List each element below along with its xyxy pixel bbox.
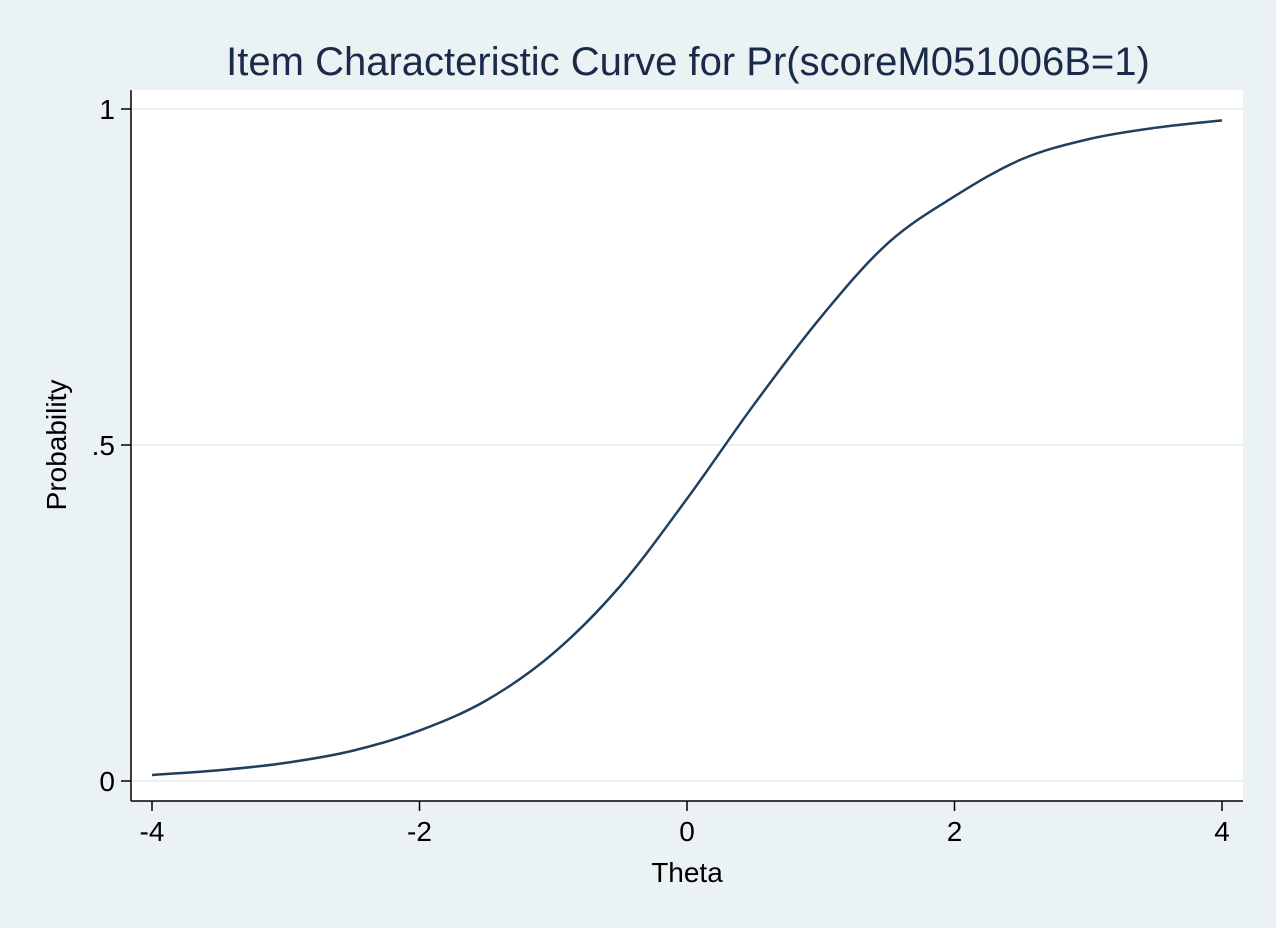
series-layer [151, 119, 1223, 777]
gridlines [131, 108, 1243, 782]
x-tick-label: -4 [140, 816, 165, 847]
series-line [151, 119, 1223, 777]
chart-title: Item Characteristic Curve for Pr(scoreM0… [226, 40, 1150, 84]
x-ticks: -4 -2 0 2 4 [140, 801, 1230, 847]
y-ticks: 0.51 [92, 94, 131, 797]
y-axis-title: Probability [41, 380, 72, 511]
x-tick-label: 2 [947, 816, 963, 847]
y-tick-label: .5 [92, 430, 115, 461]
y-tick-label: 1 [99, 94, 115, 125]
x-tick-label: 4 [1214, 816, 1230, 847]
x-axis-title: Theta [651, 857, 723, 888]
x-tick-label: -2 [407, 816, 432, 847]
x-tick-label: 0 [679, 816, 695, 847]
y-tick-label: 0 [99, 766, 115, 797]
